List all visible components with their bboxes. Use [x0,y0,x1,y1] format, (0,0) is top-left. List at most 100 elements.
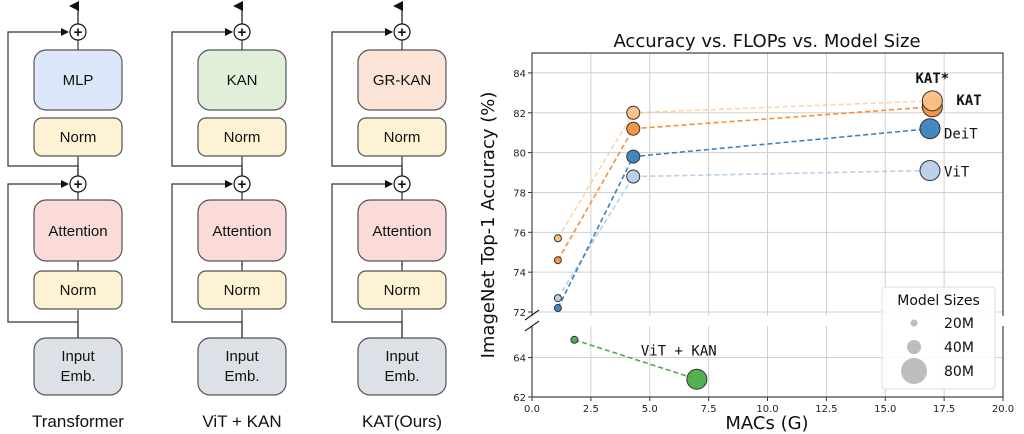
diagram-column-kat: Input Emb. Norm Attention + Norm GR-KAN + KAT(Ou… [331,1,447,431]
add-icon-symbol: + [238,176,247,193]
legend: Model Sizes 20M 40M 80M [881,286,996,390]
annotation-label: ViT + KAN [641,343,717,359]
x-tick-label: 2.5 [583,404,599,415]
series-line-vit-kan [574,339,698,381]
input-embedding-label-line1: Input [61,348,95,365]
data-point-kat- [626,105,641,120]
legend-marker [910,319,918,327]
norm-label-bottom: Norm [224,282,261,299]
input-embedding-block [197,337,287,396]
data-point-deit [553,304,562,313]
grid [532,53,1003,397]
attention-label: Attention [372,223,431,240]
tick-labels: 0.0 2.5 5.0 7.5 10.0 12.5 15.0 17.5 20.0 72 74 76 78… [513,69,1014,415]
axis-break-mark [524,309,540,321]
annotation-label: ViT [944,165,970,181]
series-line-kat- [557,100,933,239]
annotations: KAT* KAT DeiT ViT ViT + KAN [641,71,982,359]
lower-axes-frame [531,326,1004,398]
series-line-deit [557,127,931,309]
norm-label-top: Norm [224,129,261,146]
x-tick-label: 5.0 [642,404,658,415]
x-tick-label: 15.0 [874,404,896,415]
ffn-label: KAN [227,72,258,89]
data-point-vit [626,169,641,184]
legend-marker [901,358,927,384]
diagram-caption: ViT + KAN [202,412,281,431]
data-point-kat [626,121,641,136]
y-tick-label-upper: 76 [513,228,526,239]
residual-connection-arrow [171,28,242,167]
y-axis-label: ImageNet Top-1 Accuracy (%) [478,92,499,359]
series-line-kat [557,105,933,261]
y-tick-label-upper: 74 [513,268,526,279]
norm-block-bottom [33,270,123,310]
accuracy-chart: Accuracy vs. FLOPs vs. Model Size MACs (… [478,31,1014,434]
norm-label-bottom: Norm [384,282,421,299]
annotation-label: KAT [956,93,981,109]
add-icon-symbol: + [398,24,407,41]
data-point-kat- [921,90,943,112]
add-icon-symbol: + [398,176,407,193]
attention-label: Attention [212,223,271,240]
input-embedding-block [357,337,447,396]
norm-block-top [357,117,447,157]
attention-label: Attention [48,223,107,240]
annotation-label: KAT* [915,71,949,87]
legend-label: 80M [944,364,974,380]
norm-label-bottom: Norm [60,282,97,299]
diagram-caption: KAT(Ours) [362,412,442,431]
series-line-vit [557,169,931,299]
axis-break-mark [524,320,540,332]
x-tick-label: 7.5 [701,404,717,415]
residual-connection-arrow [331,180,402,323]
residual-connection-arrow [171,180,242,323]
upper-axes-frame [531,52,1004,316]
y-tick-label-upper: 84 [513,69,526,80]
legend-label: 20M [944,316,974,332]
y-tick-label-upper: 80 [513,149,526,160]
norm-label-top: Norm [60,129,97,146]
axes [524,52,1004,401]
norm-label-top: Norm [384,129,421,146]
input-embedding-label-line2: Emb. [384,368,419,385]
data-point-vit-kan [570,335,579,344]
x-axis-label: MACs (G) [725,413,808,434]
norm-block-bottom [357,270,447,310]
annotation-label: DeiT [944,127,978,143]
residual-connection-arrow [7,180,78,323]
add-icon-symbol: + [238,24,247,41]
add-icon-symbol: + [74,176,83,193]
x-tick-label: 12.5 [815,404,837,415]
y-tick-label-lower: 62 [513,393,526,404]
x-tick-label: 10.0 [756,404,778,415]
series-points [553,90,943,390]
data-point-kat- [553,234,562,243]
architecture-diagram: Input Emb. Norm Attention + Norm MLP + Transform… [7,1,447,431]
add-icon-symbol: + [74,24,83,41]
x-tick-label: 0.0 [524,404,540,415]
input-embedding-label-line2: Emb. [60,368,95,385]
residual-connection-arrow [331,28,402,167]
series-lines [557,100,933,381]
legend-marker [907,340,921,354]
norm-block-top [197,117,287,157]
y-tick-label-upper: 78 [513,188,526,199]
diagram-caption: Transformer [32,412,124,431]
ffn-label: MLP [63,72,94,89]
input-embedding-label-line1: Input [225,348,259,365]
diagram-column-transformer: Input Emb. Norm Attention + Norm MLP + Transform… [7,1,124,431]
legend-title: Model Sizes [897,293,980,309]
data-point-deit [919,118,941,140]
y-tick-label-lower: 64 [513,354,526,365]
data-point-kat [553,256,562,265]
data-point-vit [553,294,562,303]
y-tick-label-upper: 82 [513,109,526,120]
residual-connection-arrow [7,28,78,167]
legend-label: 40M [944,340,974,356]
norm-block-bottom [197,270,287,310]
x-tick-label: 17.5 [933,404,955,415]
diagram-column-vit-kan: Input Emb. Norm Attention + Norm KAN + ViT + KAN [171,1,287,431]
ffn-label: GR-KAN [373,72,431,89]
data-point-vit [919,160,941,182]
